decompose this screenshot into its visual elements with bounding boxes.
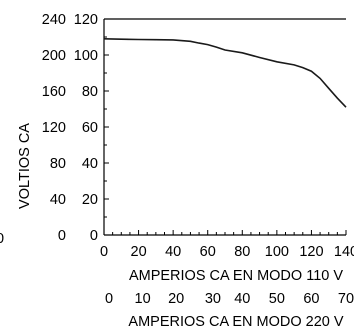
y-inner-tick-label: 0 bbox=[90, 228, 98, 244]
x-tick-label-110v: 0 bbox=[100, 244, 108, 260]
x-tick-label-110v: 20 bbox=[131, 244, 147, 260]
x-tick-label-220v: 0 bbox=[105, 291, 113, 307]
y-inner-tick-label: 80 bbox=[82, 84, 98, 100]
x-tick-label-110v: 120 bbox=[299, 244, 323, 260]
y-outer-tick-label: 240 bbox=[42, 12, 66, 28]
x-tick-label-220v: 40 bbox=[234, 291, 250, 307]
x-tick-label-220v: 30 bbox=[205, 291, 221, 307]
x-tick-label-220v: 50 bbox=[269, 291, 285, 307]
x-tick-label-220v: 20 bbox=[168, 291, 184, 307]
y-inner-tick-label: 100 bbox=[74, 48, 98, 64]
voltage-curve bbox=[103, 38, 347, 108]
x-axis-title-110v: AMPERIOS CA EN MODO 110 V bbox=[129, 268, 343, 284]
y-outer-tick-label: 120 bbox=[42, 120, 66, 136]
x-axis-title-220v: AMPERIOS CA EN MODO 220 V bbox=[128, 314, 343, 330]
x-tick-label-110v: 40 bbox=[165, 244, 181, 260]
y-outer-tick-label: 80 bbox=[50, 156, 66, 172]
x-tick-label-220v: 60 bbox=[303, 291, 319, 307]
tick-marks bbox=[103, 18, 347, 236]
y-inner-tick-label: 40 bbox=[82, 156, 98, 172]
x-tick-label-110v: 80 bbox=[234, 244, 250, 260]
y-axis-title: VOLTIOS CA bbox=[17, 123, 33, 209]
y-outer-tick-label: 200 bbox=[42, 48, 66, 64]
x-tick-label-110v: 100 bbox=[265, 244, 289, 260]
x-tick-label-220v: 10 bbox=[135, 291, 151, 307]
stray-edge-label: 0 bbox=[0, 231, 4, 247]
x-tick-label-110v: 140 bbox=[334, 244, 354, 260]
y-outer-tick-label: 160 bbox=[42, 84, 66, 100]
y-inner-tick-label: 60 bbox=[82, 120, 98, 136]
y-inner-tick-label: 20 bbox=[82, 192, 98, 208]
y-outer-tick-label: 0 bbox=[58, 228, 66, 244]
y-outer-tick-label: 40 bbox=[50, 192, 66, 208]
x-tick-label-110v: 60 bbox=[200, 244, 216, 260]
x-tick-label-220v: 70 bbox=[338, 291, 354, 307]
y-inner-tick-label: 120 bbox=[74, 12, 98, 28]
axes bbox=[103, 18, 346, 236]
